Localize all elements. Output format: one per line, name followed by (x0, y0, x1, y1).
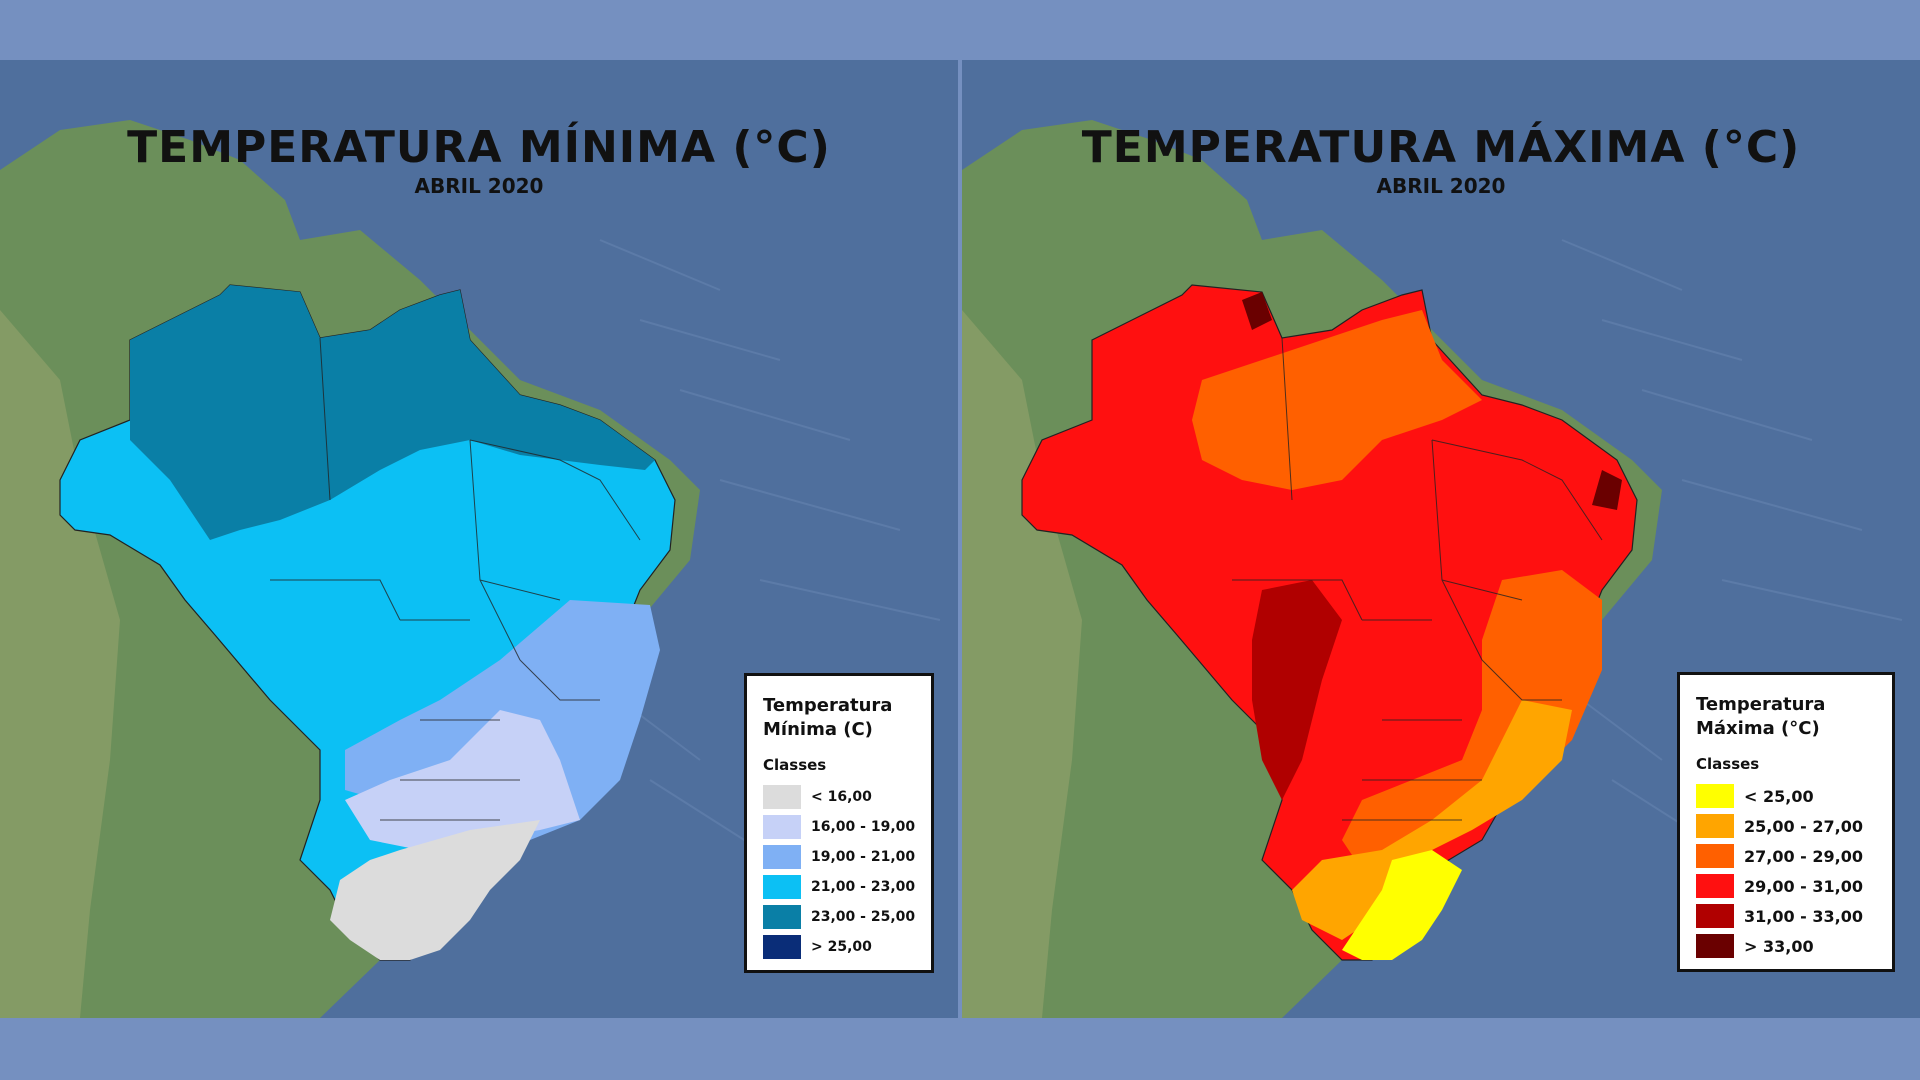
legend-label: 25,00 - 27,00 (1744, 816, 1863, 836)
max-map-legend: Temperatura Máxima (°C) Classes < 25,00 … (1677, 672, 1895, 972)
legend-swatch (1696, 814, 1734, 838)
min-legend-classes-label: Classes (763, 756, 827, 774)
min-map-title: TEMPERATURA MÍNIMA (°C) (127, 122, 831, 173)
legend-swatch (1696, 844, 1734, 868)
min-legend-item: 19,00 - 21,00 (763, 842, 915, 872)
min-map-subtitle: ABRIL 2020 (414, 174, 544, 198)
brazil-region-23-25 (130, 285, 655, 540)
legend-swatch (763, 935, 801, 959)
legend-label: < 16,00 (811, 789, 872, 805)
min-legend-item: 16,00 - 19,00 (763, 812, 915, 842)
max-map-title: TEMPERATURA MÁXIMA (°C) (1081, 122, 1801, 173)
max-temperature-map-panel: TEMPERATURA MÁXIMA (°C) ABRIL 2020 Tempe… (962, 60, 1920, 1018)
max-legend-classes-label: Classes (1696, 755, 1760, 773)
max-map-subtitle: ABRIL 2020 (1376, 174, 1506, 198)
min-legend-item: > 25,00 (763, 932, 915, 962)
min-temperature-map-panel: TEMPERATURA MÍNIMA (°C) ABRIL 2020 Tempe… (0, 60, 958, 1018)
legend-label: < 25,00 (1744, 786, 1814, 806)
legend-swatch (1696, 904, 1734, 928)
min-legend-item: 23,00 - 25,00 (763, 902, 915, 932)
legend-swatch (1696, 934, 1734, 958)
legend-label: > 25,00 (811, 939, 872, 955)
min-legend-title: Temperatura Mínima (C) (763, 695, 893, 740)
max-legend-item: > 33,00 (1696, 931, 1876, 961)
legend-swatch (1696, 784, 1734, 808)
max-legend-item: 27,00 - 29,00 (1696, 841, 1876, 871)
brazil-region-27-29-east (1342, 570, 1602, 870)
brazil-region-below-16 (330, 820, 540, 960)
min-legend-item: < 16,00 (763, 782, 915, 812)
legend-label: 27,00 - 29,00 (1744, 846, 1863, 866)
max-legend-item: 29,00 - 31,00 (1696, 871, 1876, 901)
max-legend-item: < 25,00 (1696, 781, 1876, 811)
min-temperature-map (0, 60, 958, 1018)
max-legend-item: 31,00 - 33,00 (1696, 901, 1876, 931)
legend-label: 23,00 - 25,00 (811, 909, 916, 925)
legend-swatch (763, 875, 801, 899)
legend-swatch (763, 905, 801, 929)
legend-label: 29,00 - 31,00 (1744, 876, 1863, 896)
legend-swatch (763, 845, 801, 869)
legend-swatch (763, 785, 801, 809)
max-legend-item: 25,00 - 27,00 (1696, 811, 1876, 841)
max-legend-title: Temperatura Máxima (°C) (1696, 694, 1826, 739)
brazil-region-below-25 (1342, 850, 1462, 960)
brazil-region-27-29 (1192, 310, 1482, 490)
max-temperature-map (962, 60, 1920, 1018)
legend-label: 16,00 - 19,00 (811, 819, 916, 835)
brazil-region-31-33 (1252, 580, 1342, 800)
legend-label: > 33,00 (1744, 936, 1814, 956)
legend-label: 31,00 - 33,00 (1744, 906, 1863, 926)
legend-swatch (1696, 874, 1734, 898)
legend-label: 21,00 - 23,00 (811, 879, 916, 895)
legend-swatch (763, 815, 801, 839)
min-map-legend: Temperatura Mínima (C) Classes < 16,00 1… (744, 673, 934, 973)
min-legend-item: 21,00 - 23,00 (763, 872, 915, 902)
legend-label: 19,00 - 21,00 (811, 849, 916, 865)
